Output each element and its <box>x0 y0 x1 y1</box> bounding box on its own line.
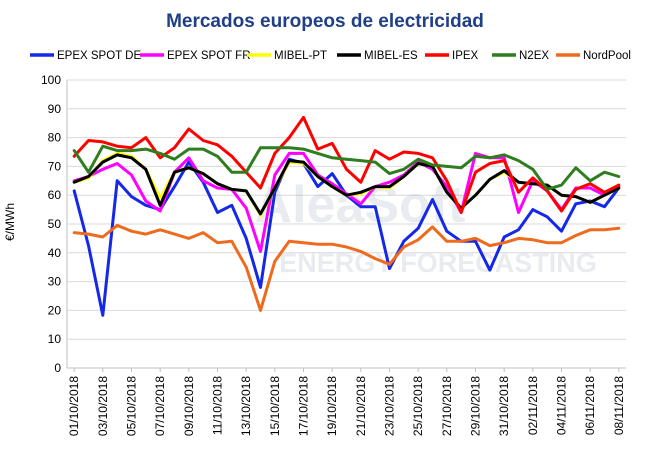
x-tick-label: 03/10/2018 <box>96 376 110 436</box>
series-lines <box>72 115 621 317</box>
legend-label-ipex: IPEX <box>452 50 479 62</box>
x-tick-label: 25/10/2018 <box>411 376 425 436</box>
x-tick-label: 02/11/2018 <box>526 376 540 435</box>
legend-label-nordpool: NordPool <box>583 50 631 62</box>
x-tick-label: 21/10/2018 <box>354 376 368 436</box>
y-tick-label: 10 <box>48 332 62 346</box>
x-tick-label: 09/10/2018 <box>182 376 196 436</box>
x-tick-label: 08/11/2018 <box>612 376 626 435</box>
x-tick-label: 07/10/2018 <box>153 376 167 436</box>
x-tick-label: 31/10/2018 <box>497 376 511 436</box>
y-tick-label: 20 <box>48 303 62 317</box>
y-tick-label: 50 <box>48 217 62 231</box>
y-tick-label: 70 <box>48 159 62 173</box>
y-axis-label: €/MWh <box>3 203 17 241</box>
x-tick-label: 27/10/2018 <box>440 376 454 436</box>
y-tick-label: 60 <box>48 188 62 202</box>
series-line-nordpool <box>72 223 621 312</box>
legend-label-mibel-es: MIBEL-ES <box>364 50 418 62</box>
x-tick-label: 01/10/2018 <box>67 376 81 436</box>
x-tick-label: 11/10/2018 <box>211 376 225 435</box>
y-tick-label: 80 <box>48 131 62 145</box>
legend-label-mibel-pt: MIBEL-PT <box>274 50 327 62</box>
y-tick-label: 100 <box>41 73 61 87</box>
x-tick-label: 23/10/2018 <box>383 376 397 436</box>
legend-label-epex-spot-fr: EPEX SPOT FR <box>167 50 251 62</box>
axes: 0 10 20 30 40 50 60 70 80 90 100 01/10/2018 03/10/20… <box>41 73 626 436</box>
legend-label-n2ex: N2EX <box>519 50 549 62</box>
x-tick-label: 04/11/2018 <box>555 376 569 435</box>
x-tick-label: 06/11/2018 <box>583 376 597 435</box>
y-tick-label: 90 <box>48 102 62 116</box>
legend: EPEX SPOT DE EPEX SPOT FR MIBEL-PT MIBEL-ES… <box>30 50 631 62</box>
x-tick-label: 13/10/2018 <box>239 376 253 436</box>
x-tick-label: 15/10/2018 <box>268 376 282 436</box>
y-tick-label: 30 <box>48 275 62 289</box>
y-tick-label: 40 <box>48 246 62 260</box>
x-tick-label: 19/10/2018 <box>325 376 339 436</box>
watermark-tagline: ENERGY FORECASTING <box>279 248 597 278</box>
chart-title: Mercados europeos de electricidad <box>166 11 484 32</box>
y-tick-label: 0 <box>54 361 61 375</box>
legend-label-epex-spot-de: EPEX SPOT DE <box>57 50 141 62</box>
x-tick-label: 17/10/2018 <box>297 376 311 436</box>
x-tick-label: 05/10/2018 <box>125 376 139 436</box>
x-tick-label: 29/10/2018 <box>469 376 483 436</box>
series-line-n2ex <box>72 144 621 191</box>
